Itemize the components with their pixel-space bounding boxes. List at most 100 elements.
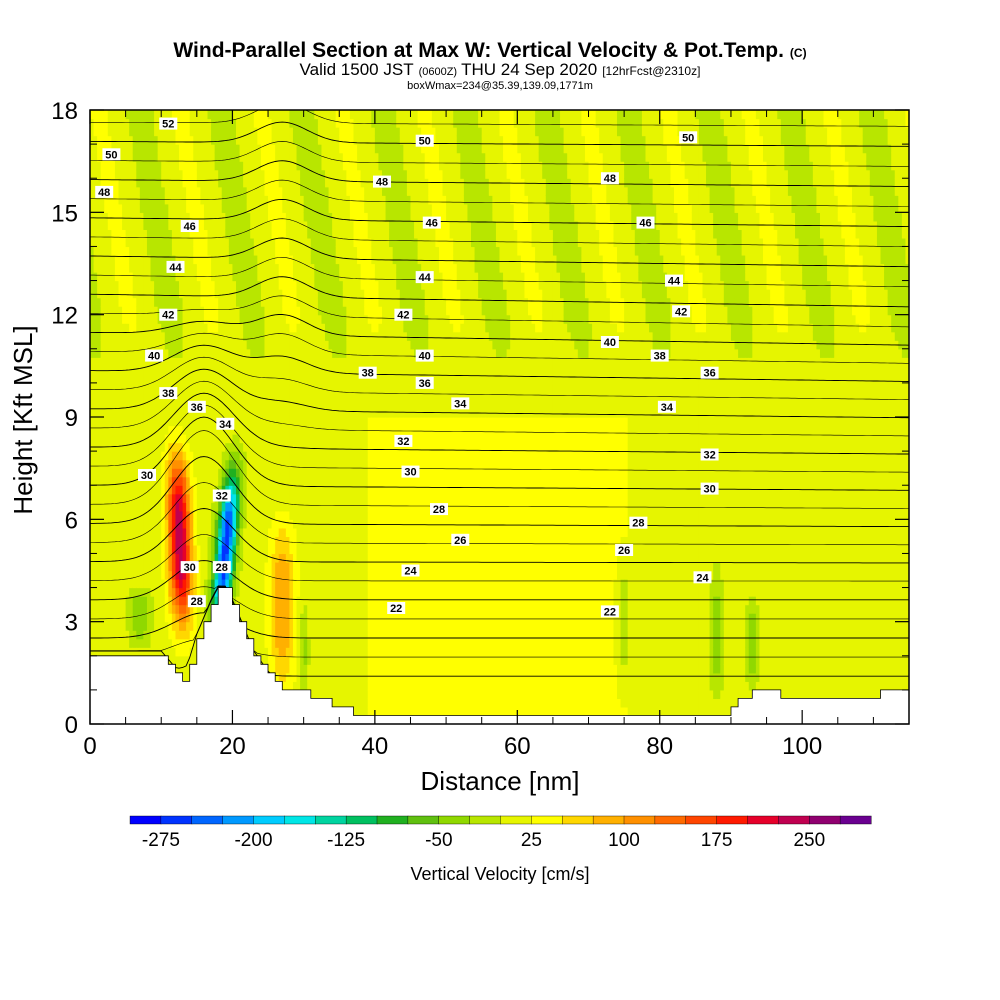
velocity-cell — [100, 553, 105, 563]
velocity-cell — [253, 212, 258, 222]
velocity-cell — [207, 476, 212, 486]
velocity-cell — [250, 527, 255, 537]
velocity-cell — [239, 135, 244, 145]
velocity-cell — [268, 579, 273, 589]
velocity-cell — [97, 527, 102, 537]
velocity-cell — [292, 425, 298, 435]
velocity-cell — [196, 323, 201, 333]
velocity-cell — [118, 459, 123, 469]
velocity-cell — [132, 561, 137, 572]
velocity-cell — [264, 144, 269, 154]
velocity-cell — [307, 237, 312, 248]
velocity-cell — [118, 391, 123, 401]
velocity-cell — [118, 178, 123, 188]
velocity-cell — [122, 237, 127, 248]
velocity-cell — [90, 144, 95, 154]
velocity-cell — [285, 519, 291, 529]
velocity-cell — [203, 135, 209, 145]
velocity-cell — [136, 161, 141, 171]
velocity-cell — [100, 161, 105, 171]
velocity-cell — [289, 434, 294, 444]
velocity-cell — [275, 161, 280, 171]
velocity-cell — [139, 237, 145, 248]
velocity-cell — [264, 536, 269, 546]
velocity-cell — [143, 485, 148, 495]
velocity-cell — [200, 536, 205, 546]
velocity-cell — [122, 203, 127, 213]
velocity-cell — [193, 519, 198, 529]
velocity-cell — [132, 468, 137, 478]
velocity-cell — [196, 630, 201, 640]
velocity-cell — [182, 340, 187, 350]
velocity-cell — [186, 280, 191, 290]
velocity-cell — [328, 527, 333, 537]
velocity-cell — [253, 144, 258, 154]
velocity-cell — [246, 203, 251, 213]
velocity-cell — [250, 306, 255, 316]
velocity-cell — [325, 434, 330, 444]
velocity-cell — [321, 536, 326, 546]
velocity-cell — [193, 655, 198, 665]
velocity-cell — [335, 630, 340, 640]
velocity-cell — [307, 425, 312, 435]
velocity-cell — [307, 289, 312, 299]
velocity-cell — [100, 613, 105, 623]
velocity-cell — [161, 135, 166, 145]
velocity-cell — [171, 596, 177, 606]
velocity-cell — [132, 340, 137, 350]
velocity-cell — [100, 536, 105, 546]
velocity-cell — [253, 408, 258, 418]
velocity-cell — [321, 152, 326, 162]
velocity-cell — [157, 289, 162, 299]
velocity-cell — [271, 391, 276, 401]
velocity-cell — [328, 689, 333, 700]
velocity-cell — [146, 485, 152, 495]
velocity-cell — [143, 596, 148, 606]
velocity-cell — [139, 365, 145, 375]
velocity-cell — [118, 570, 123, 580]
velocity-cell — [228, 382, 234, 393]
velocity-cell — [321, 374, 326, 384]
velocity-cell — [146, 331, 152, 341]
velocity-cell — [111, 246, 116, 256]
velocity-cell — [125, 527, 130, 537]
velocity-cell — [307, 306, 312, 316]
velocity-cell — [325, 272, 330, 282]
velocity-cell — [171, 544, 177, 555]
velocity-cell — [303, 561, 308, 572]
velocity-cell — [332, 246, 337, 256]
velocity-cell — [246, 382, 251, 393]
velocity-cell — [93, 579, 98, 589]
velocity-cell — [161, 553, 166, 563]
velocity-cell — [150, 536, 155, 546]
velocity-cell — [97, 297, 102, 307]
velocity-cell — [300, 323, 305, 333]
velocity-cell — [90, 263, 95, 273]
velocity-cell — [236, 220, 241, 230]
velocity-cell — [168, 561, 173, 572]
velocity-cell — [285, 186, 291, 196]
velocity-cell — [236, 203, 241, 213]
velocity-cell — [314, 314, 319, 324]
velocity-cell — [175, 502, 180, 512]
velocity-cell — [303, 647, 308, 657]
velocity-cell — [189, 314, 194, 324]
velocity-cell — [214, 348, 219, 358]
velocity-cell — [154, 365, 159, 375]
velocity-cell — [285, 169, 291, 179]
velocity-cell — [132, 451, 137, 461]
velocity-cell — [332, 630, 337, 640]
velocity-cell — [143, 570, 148, 580]
velocity-cell — [143, 314, 148, 324]
velocity-cell — [332, 195, 337, 205]
velocity-cell — [264, 212, 269, 222]
velocity-cell — [292, 272, 298, 282]
velocity-cell — [193, 237, 198, 248]
velocity-cell — [296, 374, 301, 384]
velocity-cell — [214, 306, 219, 316]
velocity-cell — [150, 280, 155, 290]
velocity-cell — [111, 493, 116, 503]
velocity-cell — [207, 553, 212, 563]
velocity-cell — [207, 297, 212, 307]
velocity-cell — [314, 391, 319, 401]
